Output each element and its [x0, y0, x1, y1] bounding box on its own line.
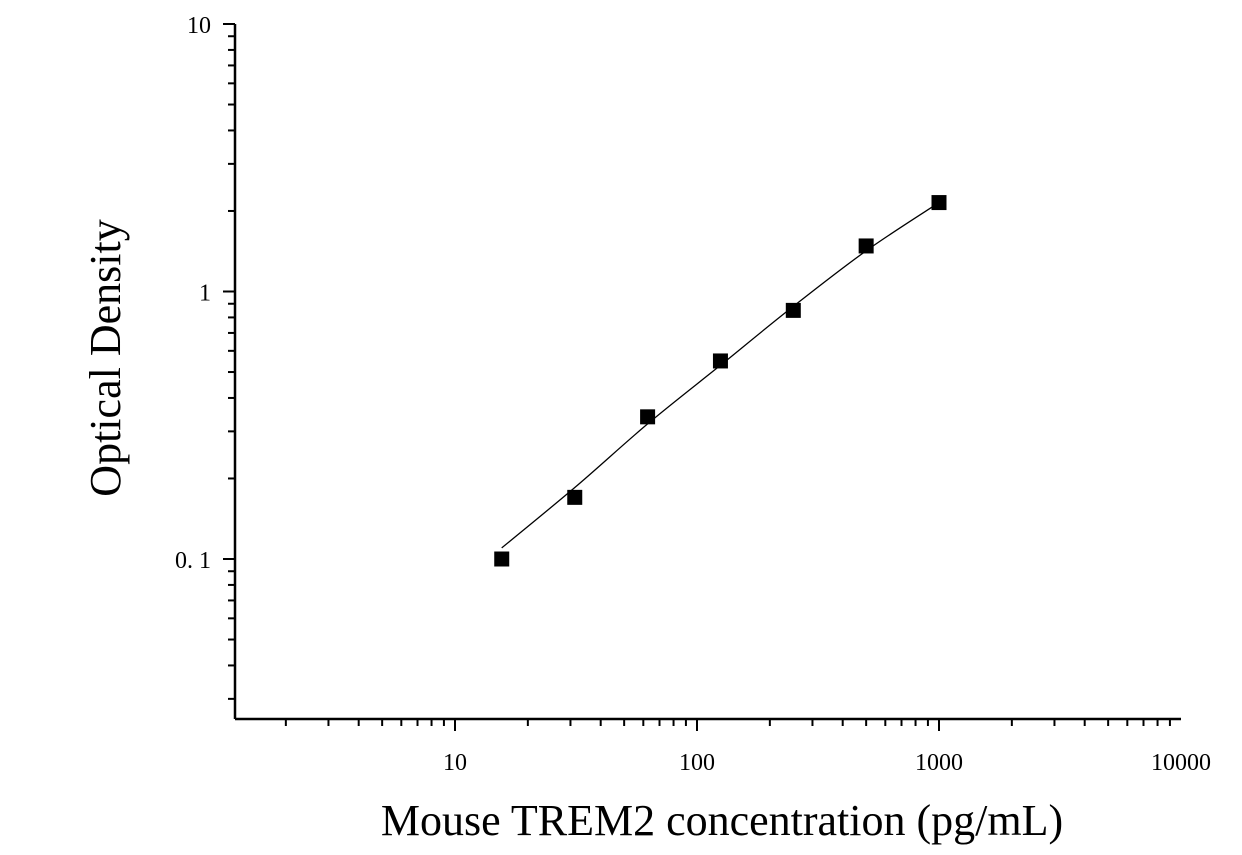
x-axis-title: Mouse TREM2 concentration (pg/mL)	[381, 796, 1063, 845]
x-tick-label: 10	[443, 750, 467, 776]
data-point	[712, 353, 728, 369]
data-points-layer	[494, 195, 947, 567]
data-point	[785, 302, 801, 318]
y-tick-label: 0. 1	[175, 548, 211, 574]
data-point	[931, 195, 947, 211]
y-axis-ticks: 0. 1 1 10	[175, 13, 235, 700]
data-point	[494, 551, 510, 567]
data-point	[640, 409, 656, 425]
y-tick-label: 10	[187, 13, 211, 39]
axes: 10 100 1000 10000 0. 1 1 10	[175, 13, 1211, 776]
y-tick-label: 1	[199, 281, 211, 307]
x-tick-label: 100	[679, 750, 715, 776]
x-axis-ticks: 10 100 1000 10000	[284, 719, 1211, 776]
x-tick-label: 1000	[915, 750, 963, 776]
data-point	[858, 238, 874, 254]
x-tick-label: 10000	[1151, 750, 1211, 776]
y-axis-title: Optical Density	[81, 219, 130, 496]
data-point	[567, 489, 583, 505]
